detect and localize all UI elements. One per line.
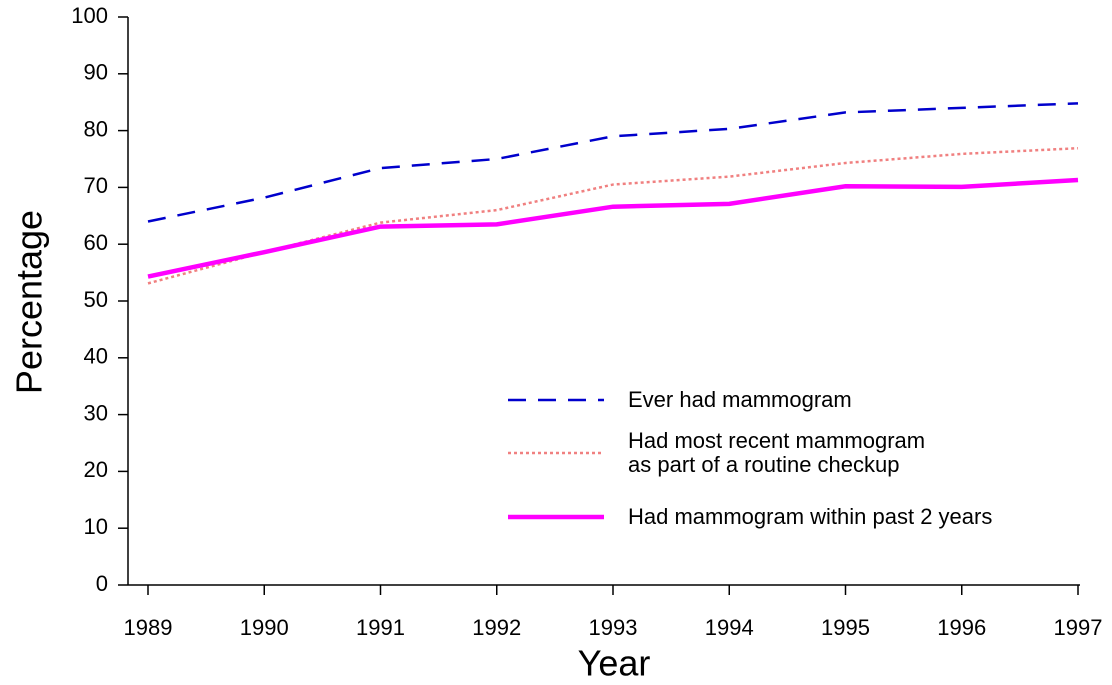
y-tick-label: 100 — [71, 3, 108, 28]
y-axis-title: Percentage — [9, 210, 50, 394]
x-tick-label: 1991 — [356, 615, 405, 640]
y-tick-label: 10 — [84, 514, 108, 539]
y-tick-label: 0 — [96, 571, 108, 596]
y-tick-label: 50 — [84, 287, 108, 312]
y-tick-label: 90 — [84, 60, 108, 85]
x-tick-label: 1993 — [589, 615, 638, 640]
x-tick-label: 1994 — [705, 615, 754, 640]
y-tick-label: 60 — [84, 230, 108, 255]
x-tick-label: 1996 — [937, 615, 986, 640]
legend-label: Had most recent mammogram as part of a r… — [628, 428, 926, 477]
y-tick-label: 20 — [84, 457, 108, 482]
x-axis-title: Year — [578, 643, 651, 684]
y-tick-label: 70 — [84, 173, 108, 198]
x-tick-label: 1990 — [240, 615, 289, 640]
x-tick-label: 1997 — [1054, 615, 1103, 640]
series-line — [147, 146, 1079, 285]
y-tick-label: 30 — [84, 400, 108, 425]
x-tick-label: 1995 — [821, 615, 870, 640]
series-line — [147, 177, 1079, 279]
legend-label: Had mammogram within past 2 years — [628, 504, 993, 529]
x-tick-label: 1989 — [124, 615, 173, 640]
y-tick-label: 40 — [84, 344, 108, 369]
x-tick-label: 1992 — [472, 615, 521, 640]
series-line — [147, 102, 1079, 223]
legend-label: Ever had mammogram — [628, 387, 852, 412]
y-tick-label: 80 — [84, 116, 108, 141]
